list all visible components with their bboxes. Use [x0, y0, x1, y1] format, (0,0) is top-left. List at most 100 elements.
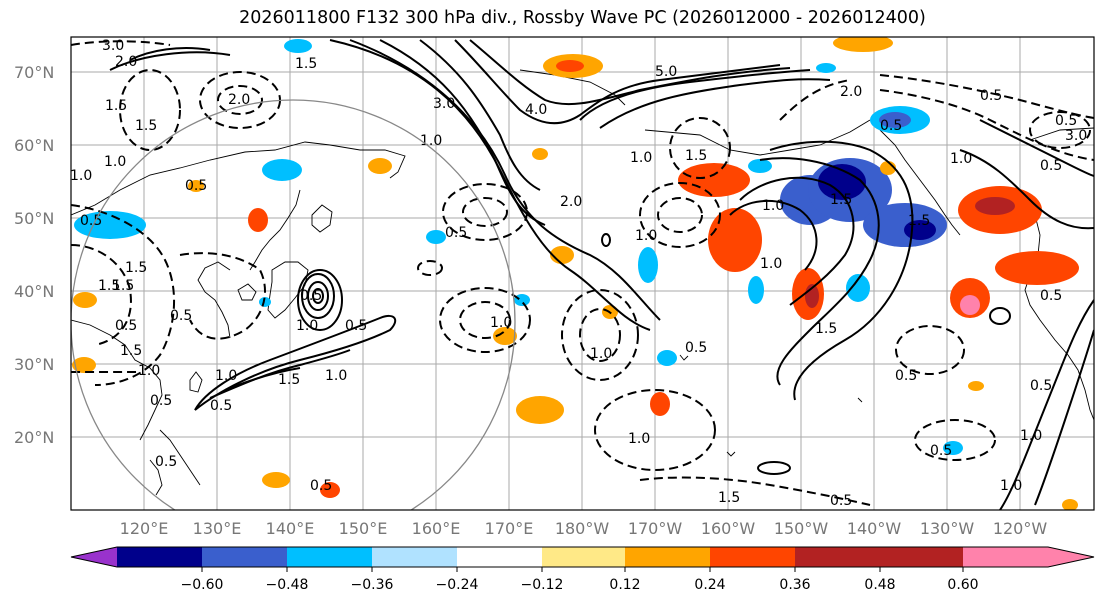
- lon-label: 180°W: [555, 519, 610, 538]
- lat-label-20n: 20°N: [14, 428, 54, 447]
- solid-contours: [109, 39, 1094, 510]
- colorbar-tick: 0.48: [864, 577, 895, 593]
- contour-label: 1.5: [98, 278, 120, 294]
- map-panel[interactable]: 3.0 2.0 1.5 2.0 1.5 1.0 5.0 3.0 4.0 1.0 …: [70, 34, 1095, 544]
- contour-label: 1.0: [490, 315, 512, 331]
- contour-label: 1.5: [105, 98, 127, 114]
- contour-label: 0.5: [1055, 113, 1077, 129]
- contour-label: 1.0: [635, 228, 657, 244]
- contour-label: 4.0: [525, 102, 547, 118]
- contour-label: 3.0: [1065, 128, 1087, 144]
- contour-label: 0.5: [445, 225, 467, 241]
- contour-label: 1.5: [120, 343, 142, 359]
- contour-label: 0.5: [895, 368, 917, 384]
- contour-label: 0.5: [310, 478, 332, 494]
- colorbar-segment: [542, 547, 625, 567]
- longitude-labels: 120°E 130°E 140°E 150°E 160°E 170°E 180°…: [120, 519, 1048, 538]
- lon-label: 150°E: [339, 519, 388, 538]
- contour-label: 1.5: [135, 118, 157, 134]
- colorbar-segment: [457, 547, 542, 567]
- lon-label: 120°E: [120, 519, 169, 538]
- colorbar: −0.60 −0.48 −0.36 −0.24 −0.12 0.12 0.24 …: [70, 546, 1095, 593]
- contour-label: 0.5: [300, 288, 322, 304]
- lon-label: 140°W: [847, 519, 902, 538]
- colorbar-segment: [625, 547, 710, 567]
- colorbar-tick: −0.24: [436, 577, 479, 593]
- contour-label: 0.5: [685, 340, 707, 356]
- contour-label: 2.0: [560, 194, 582, 210]
- colorbar-segment: [795, 547, 880, 567]
- contour-label: 0.5: [185, 178, 207, 194]
- contour-label: 1.5: [815, 321, 837, 337]
- colorbar-segment: [880, 547, 963, 567]
- contour-label: 1.0: [138, 363, 160, 379]
- contour-label: 0.5: [210, 398, 232, 414]
- contour-label: 3.0: [433, 96, 455, 112]
- colorbar-extend-low: [71, 547, 117, 567]
- colorbar-tick: −0.12: [521, 577, 564, 593]
- contour-label: 1.0: [325, 368, 347, 384]
- region-circle: [71, 99, 516, 510]
- lat-label-60n: 60°N: [14, 136, 54, 155]
- contour-label: 0.5: [880, 118, 902, 134]
- lon-label: 150°W: [774, 519, 829, 538]
- contour-label: 1.0: [1000, 478, 1022, 494]
- contour-labels: 3.0 2.0 1.5 2.0 1.5 1.0 5.0 3.0 4.0 1.0 …: [70, 38, 1087, 509]
- contour-label: 0.5: [1040, 158, 1062, 174]
- contour-label: 2.0: [228, 92, 250, 108]
- contour-label: 1.0: [630, 150, 652, 166]
- lon-label: 160°W: [701, 519, 756, 538]
- contour-label: 1.0: [296, 318, 318, 334]
- colorbar-segment: [287, 547, 372, 567]
- contour-label: 1.0: [420, 133, 442, 149]
- colorbar-segment: [202, 547, 287, 567]
- contour-label: 0.5: [1040, 288, 1062, 304]
- contour-label: 1.0: [104, 154, 126, 170]
- colorbar-segment: [117, 547, 202, 567]
- contour-label: 1.0: [1020, 428, 1042, 444]
- contour-label: 1.5: [278, 372, 300, 388]
- colorbar-tick: 0.36: [779, 577, 810, 593]
- contour-label: 0.5: [830, 493, 852, 509]
- contour-label: 0.5: [1030, 378, 1052, 394]
- coastlines: [71, 69, 1094, 496]
- contour-label: 1.5: [718, 490, 740, 506]
- contour-label: 0.5: [170, 308, 192, 324]
- contour-label: 1.0: [215, 368, 237, 384]
- contour-label: 0.5: [115, 318, 137, 334]
- contour-label: 0.5: [155, 454, 177, 470]
- contour-label: 1.5: [685, 148, 707, 164]
- lon-label: 160°E: [412, 519, 461, 538]
- contour-label: 0.5: [150, 393, 172, 409]
- map-title: 2026011800 F132 300 hPa div., Rossby Wav…: [239, 8, 926, 28]
- lat-label-30n: 30°N: [14, 355, 54, 374]
- contour-label: 3.0: [102, 38, 124, 54]
- colorbar-outline: [70, 546, 1095, 568]
- contour-label: 1.0: [760, 256, 782, 272]
- contour-label: 0.5: [345, 318, 367, 334]
- dashed-contours: [71, 40, 1094, 506]
- colorbar-tick: 0.24: [694, 577, 725, 593]
- contour-label: 0.5: [930, 443, 952, 459]
- contour-label: 1.5: [830, 192, 852, 208]
- colorbar-tick: −0.60: [181, 577, 224, 593]
- contour-label: 5.0: [655, 64, 677, 80]
- lon-label: 170°E: [485, 519, 534, 538]
- lon-label: 140°E: [266, 519, 315, 538]
- contour-label: 2.0: [115, 54, 137, 70]
- colorbar-tick: −0.36: [351, 577, 394, 593]
- contour-label: 1.5: [908, 213, 930, 229]
- contour-label: 0.5: [980, 88, 1002, 104]
- contour-label: 1.0: [70, 168, 92, 184]
- contour-label: 1.5: [295, 56, 317, 72]
- contour-label: 1.5: [125, 260, 147, 276]
- latitude-labels: 70°N 60°N 50°N 40°N 30°N 20°N: [14, 63, 54, 447]
- contour-label: 1.0: [628, 431, 650, 447]
- lat-label-70n: 70°N: [14, 63, 54, 82]
- colorbar-tick: 0.60: [947, 577, 978, 593]
- contour-label: 1.5: [112, 278, 134, 294]
- lon-label: 170°W: [628, 519, 683, 538]
- lat-label-40n: 40°N: [14, 282, 54, 301]
- colorbar-segment: [372, 547, 457, 567]
